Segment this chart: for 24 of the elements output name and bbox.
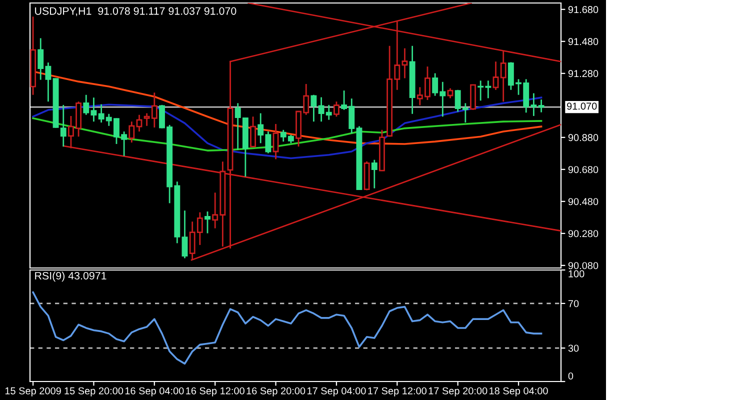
chart-title: RSI(9) 43.0971 — [35, 272, 106, 282]
x-tick-label: 17 Sep 12:00 — [368, 387, 427, 396]
x-tick-label: 16 Sep 20:00 — [246, 387, 306, 396]
chart-title: USDJPY,H1 91.078 91.117 91.037 91.070 — [35, 7, 236, 16]
y-tick-label: 30 — [568, 344, 579, 352]
x-tick-label: 16 Sep 12:00 — [186, 387, 244, 396]
y-tick-label: 0 — [568, 372, 574, 380]
y-tick-label: 90.680 — [568, 166, 598, 174]
x-tick-label: 17 Sep 04:00 — [307, 387, 366, 396]
y-tick-label: 91.680 — [568, 6, 598, 14]
y-tick-label: 90.080 — [568, 262, 598, 270]
y-tick-label: 100 — [568, 270, 584, 278]
x-tick-label: 18 Sep 04:00 — [490, 387, 548, 396]
ref-line-label: 91.070 — [567, 102, 597, 110]
y-tick-label: 91.480 — [568, 38, 598, 46]
y-tick-label: 90.280 — [568, 230, 598, 238]
x-tick-label: 15 Sep 20:00 — [64, 387, 124, 396]
y-tick-label: 90.880 — [568, 134, 598, 142]
x-tick-label: 16 Sep 04:00 — [125, 387, 184, 396]
x-tick-label: 15 Sep 2009 — [5, 387, 61, 396]
y-tick-label: 90.480 — [568, 198, 598, 206]
y-tick-label: 91.280 — [568, 70, 598, 78]
y-tick-label: 70 — [568, 300, 579, 308]
x-tick-label: 17 Sep 20:00 — [428, 387, 488, 396]
